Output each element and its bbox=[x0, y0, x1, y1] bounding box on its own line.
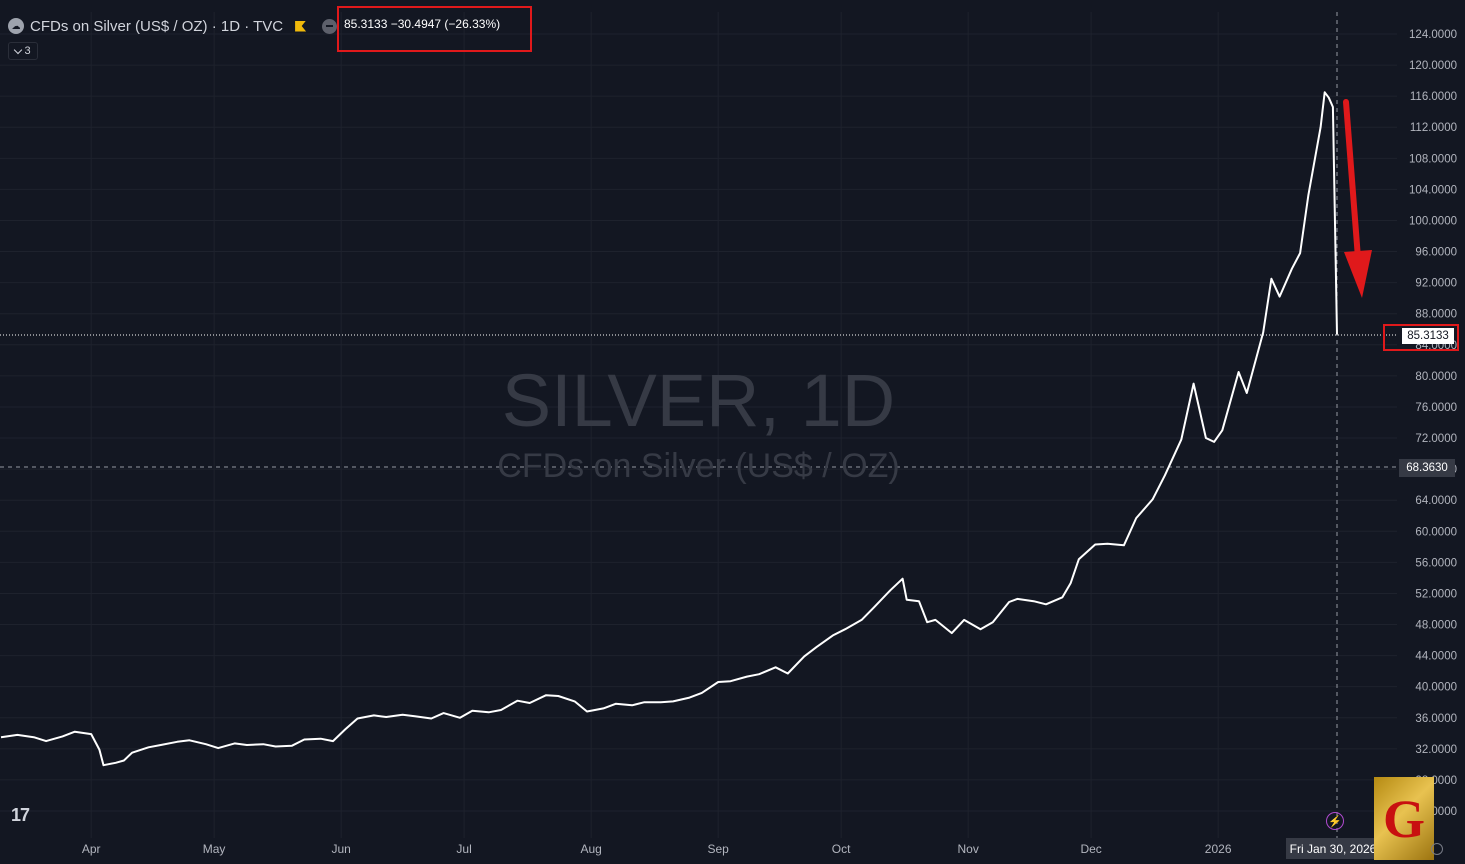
indicators-toggle[interactable]: 3 bbox=[8, 42, 38, 60]
x-tick-label: 2026 bbox=[1205, 842, 1232, 856]
y-tick-label: 120.0000 bbox=[1409, 60, 1457, 72]
lightning-icon[interactable]: ⚡ bbox=[1326, 812, 1344, 830]
cloud-icon: ☁ bbox=[8, 18, 24, 34]
y-tick-label: 52.0000 bbox=[1415, 588, 1457, 600]
vertical-gridlines bbox=[90, 12, 1219, 838]
horizontal-gridlines bbox=[0, 33, 1397, 812]
x-tick-label: Aug bbox=[580, 842, 601, 856]
x-tick-label: Oct bbox=[832, 842, 851, 856]
chevron-down-icon bbox=[14, 45, 23, 54]
y-tick-label: 48.0000 bbox=[1415, 620, 1457, 632]
y-tick-label: 80.0000 bbox=[1415, 371, 1457, 383]
quote-change-text: 85.3133 −30.4947 (−26.33%) bbox=[344, 17, 501, 31]
y-tick-label: 108.0000 bbox=[1409, 153, 1457, 165]
y-tick-label: 72.0000 bbox=[1415, 433, 1457, 445]
symbol-header[interactable]: ☁ CFDs on Silver (US$ / OZ) · 1D · TVC bbox=[8, 16, 338, 36]
y-axis-tick-labels: 24.000028.000032.000036.000040.000044.00… bbox=[1409, 29, 1457, 818]
indicator-count: 3 bbox=[24, 45, 31, 57]
symbol-title[interactable]: CFDs on Silver (US$ / OZ) · 1D · TVC bbox=[30, 17, 284, 35]
last-price-label: 85.3133 bbox=[1402, 328, 1454, 344]
y-tick-label: 64.0000 bbox=[1415, 495, 1457, 507]
y-tick-label: 88.0000 bbox=[1415, 309, 1457, 321]
x-tick-label: May bbox=[203, 842, 226, 856]
market-status-icon[interactable] bbox=[322, 18, 338, 34]
y-tick-label: 32.0000 bbox=[1415, 744, 1457, 756]
x-tick-label: Sep bbox=[707, 842, 729, 856]
y-tick-label: 44.0000 bbox=[1415, 651, 1457, 663]
x-tick-label: Jun bbox=[331, 842, 350, 856]
y-tick-label: 112.0000 bbox=[1410, 122, 1457, 134]
watermark-title: SILVER, 1D bbox=[501, 359, 896, 442]
flag-icon[interactable] bbox=[295, 20, 307, 32]
x-tick-label: Jul bbox=[456, 842, 471, 856]
crosshair-date-label: Fri Jan 30, 2026 bbox=[1286, 838, 1380, 859]
x-tick-label: Dec bbox=[1080, 842, 1101, 856]
y-tick-label: 104.0000 bbox=[1409, 184, 1457, 196]
settings-icon[interactable] bbox=[1431, 843, 1443, 855]
x-tick-label: Apr bbox=[82, 842, 101, 856]
g-logo: G bbox=[1374, 777, 1434, 860]
watermark-subtitle: CFDs on Silver (US$ / OZ) bbox=[497, 447, 900, 485]
crosshair-price-label: 68.3630 bbox=[1399, 459, 1455, 477]
y-tick-label: 56.0000 bbox=[1415, 557, 1457, 569]
y-tick-label: 36.0000 bbox=[1415, 713, 1457, 725]
last-price-highlight-box bbox=[1383, 324, 1459, 351]
y-tick-label: 124.0000 bbox=[1409, 29, 1457, 41]
y-tick-label: 92.0000 bbox=[1415, 278, 1457, 290]
y-tick-label: 100.0000 bbox=[1409, 215, 1457, 227]
series-line-silver bbox=[0, 91, 1338, 767]
y-tick-label: 116.0000 bbox=[1410, 91, 1457, 103]
x-axis-tick-labels: Apr May Jun Jul Aug Sep Oct Nov Dec 2026 bbox=[82, 842, 1232, 856]
tradingview-logo[interactable]: 17 bbox=[11, 805, 30, 825]
down-arrow-annotation bbox=[1343, 99, 1372, 298]
y-tick-label: 40.0000 bbox=[1415, 682, 1457, 694]
quote-highlight-box bbox=[337, 6, 532, 52]
y-tick-label: 60.0000 bbox=[1415, 526, 1457, 538]
y-tick-label: 96.0000 bbox=[1415, 247, 1457, 259]
x-tick-label: Nov bbox=[957, 842, 978, 856]
y-tick-label: 76.0000 bbox=[1415, 402, 1457, 414]
